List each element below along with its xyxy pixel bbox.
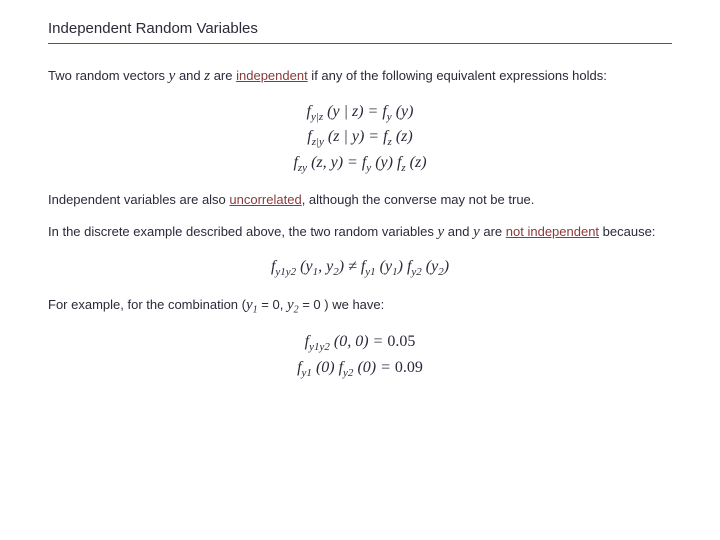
equation-6: fy1 (0) fy2 (0) = 0.09 xyxy=(48,356,672,382)
equation-3: fzy (z, y) = fy (y) fz (z) xyxy=(48,151,672,177)
equation-2: fz|y (z | y) = fz (z) xyxy=(48,125,672,151)
paragraph-3: In the discrete example described above,… xyxy=(48,222,672,244)
var-y2: y xyxy=(473,224,480,240)
keyword-uncorrelated: uncorrelated xyxy=(229,192,301,207)
text: Independent variables are also xyxy=(48,192,229,207)
title-rule xyxy=(48,43,672,44)
text: Two random vectors xyxy=(48,68,169,83)
text: and xyxy=(444,224,473,239)
equation-block-2: fy1y2 (y1, y2) ≠ fy1 (y1) fy2 (y2) xyxy=(48,255,672,281)
slide-title: Independent Random Variables xyxy=(48,20,672,37)
var-y2b: y xyxy=(287,297,294,313)
paragraph-1: Two random vectors y and z are independe… xyxy=(48,66,672,88)
keyword-independent: independent xyxy=(236,68,308,83)
keyword-not-independent: not independent xyxy=(506,224,599,239)
equation-block-3: fy1y2 (0, 0) = 0.05 fy1 (0) fy2 (0) = 0.… xyxy=(48,330,672,381)
var-y1b: y xyxy=(246,297,253,313)
paragraph-4: For example, for the combination (y1 = 0… xyxy=(48,295,672,318)
equation-block-1: fy|z (y | z) = fy (y) fz|y (z | y) = fz … xyxy=(48,100,672,177)
text: = 0, xyxy=(258,297,287,312)
text: are xyxy=(210,68,236,83)
equation-1: fy|z (y | z) = fy (y) xyxy=(48,100,672,126)
text: if any of the following equivalent expre… xyxy=(308,68,607,83)
text: For example, for the combination ( xyxy=(48,297,246,312)
slide-page: Independent Random Variables Two random … xyxy=(0,0,720,416)
text: are xyxy=(480,224,506,239)
paragraph-2: Independent variables are also uncorrela… xyxy=(48,191,672,210)
text: and xyxy=(175,68,204,83)
text: = 0 ) we have: xyxy=(299,297,385,312)
equation-4: fy1y2 (y1, y2) ≠ fy1 (y1) fy2 (y2) xyxy=(48,255,672,281)
text: , although the converse may not be true. xyxy=(302,192,535,207)
equation-5: fy1y2 (0, 0) = 0.05 xyxy=(48,330,672,356)
text: because: xyxy=(599,224,655,239)
text: In the discrete example described above,… xyxy=(48,224,438,239)
